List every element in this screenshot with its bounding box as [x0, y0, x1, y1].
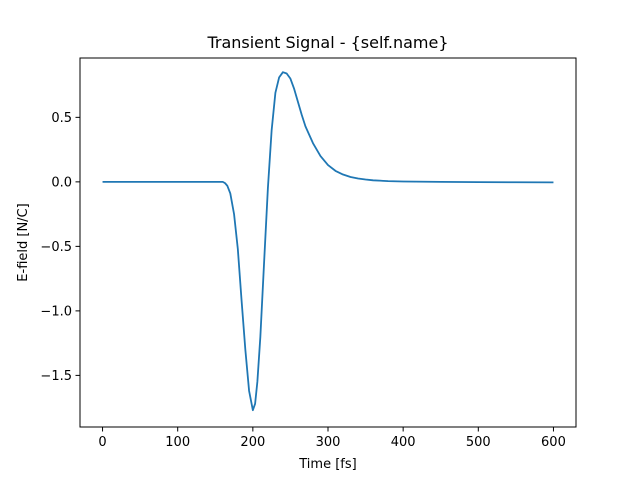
- y-axis-label: E-field [N/C]: [16, 203, 31, 281]
- plot-area: [79, 57, 577, 428]
- x-tick-label: 500: [466, 435, 491, 450]
- x-tick-label: 300: [316, 435, 341, 450]
- x-tick-label: 0: [98, 435, 106, 450]
- x-tick-label: 100: [165, 435, 190, 450]
- y-tick-label: −1.0: [40, 304, 72, 319]
- y-tick-label: 0.5: [51, 111, 72, 126]
- series-line: [102, 71, 554, 412]
- axes-frame: [79, 57, 577, 428]
- y-axis-ticks: −1.5 −1.0 −0.5 0.0 0.5: [40, 111, 80, 384]
- y-tick-label: −0.5: [40, 240, 72, 255]
- x-tick-label: 400: [391, 435, 416, 450]
- y-tick-label: 0.0: [51, 175, 72, 190]
- x-tick-label: 600: [541, 435, 566, 450]
- chart-title: Transient Signal - {self.name}: [206, 33, 448, 52]
- x-axis-ticks: 0 100 200 300 400 500 600: [98, 427, 566, 450]
- y-tick-label: −1.5: [40, 369, 72, 384]
- x-tick-label: 200: [240, 435, 265, 450]
- x-axis-label: Time [fs]: [298, 457, 356, 472]
